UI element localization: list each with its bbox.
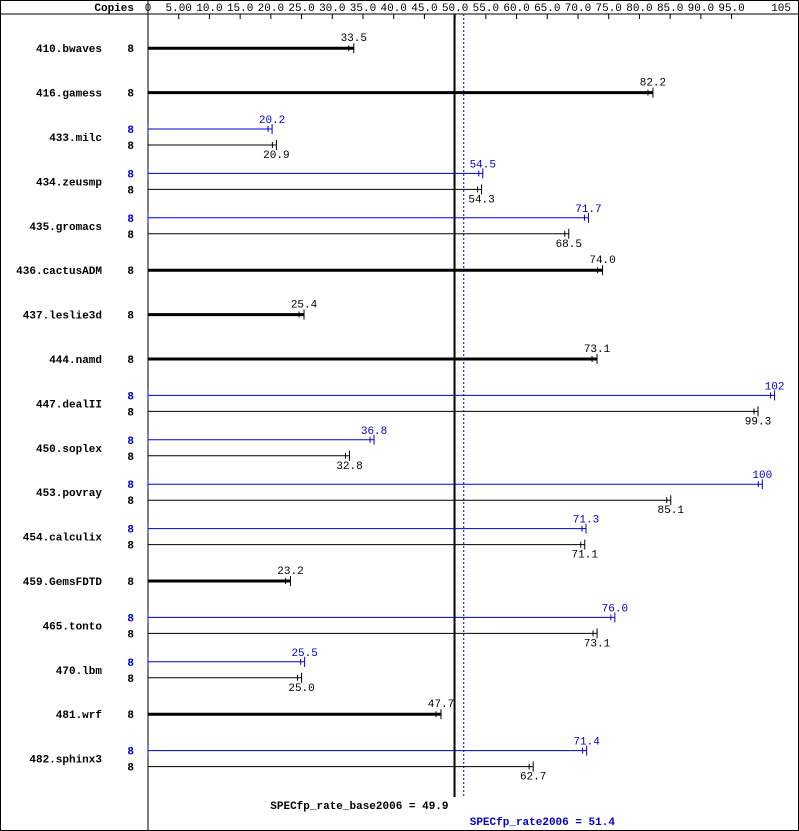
benchmark-name: 436.cactusADM — [16, 266, 102, 278]
benchmark-name: 410.bwaves — [36, 44, 102, 56]
peak-value-label: 100 — [752, 470, 772, 482]
peak-value-label: 54.5 — [470, 159, 496, 171]
axis-tick-label: 20.0 — [258, 3, 284, 15]
base-value-label: 68.5 — [556, 239, 582, 251]
peak-value-label: 76.0 — [602, 603, 628, 615]
axis-tick-label: 15.0 — [227, 3, 253, 15]
axis-end-label: 105 — [771, 3, 791, 15]
axis-tick-label: 10.0 — [196, 3, 222, 15]
benchmark-name: 454.calculix — [23, 533, 103, 545]
base-value-label: 25.4 — [291, 300, 318, 312]
axis-tick-label: 90.0 — [688, 3, 714, 15]
benchmark-name: 435.gromacs — [29, 222, 102, 234]
axis-tick-label: 55.0 — [473, 3, 499, 15]
copies-peak: 8 — [127, 436, 134, 448]
base-value-label: 62.7 — [520, 772, 546, 784]
axis-tick-label: 70.0 — [565, 3, 591, 15]
copies-peak: 8 — [127, 613, 134, 625]
axis-tick-label: 25.0 — [288, 3, 314, 15]
benchmark-name: 481.wrf — [56, 710, 103, 722]
peak-value-label: 71.4 — [573, 737, 600, 749]
base-value-label: 99.3 — [745, 416, 771, 428]
copies-base: 8 — [127, 311, 134, 323]
copies-base: 8 — [127, 355, 134, 367]
copies-base: 8 — [127, 230, 134, 242]
benchmark-name: 416.gamess — [36, 89, 102, 101]
spec-rate-chart: Copies 0 5.00 10.0 15.0 20.0 25.0 30.0 35.0 40.0 4… — [0, 0, 799, 831]
axis-tick-label: 40.0 — [381, 3, 407, 15]
copies-base: 8 — [127, 407, 134, 419]
base-value-label: 33.5 — [341, 33, 367, 45]
base-value-label: 71.1 — [572, 550, 599, 562]
benchmark-name: 482.sphinx3 — [29, 755, 102, 767]
copies-peak: 8 — [127, 480, 134, 492]
copies-header: Copies — [94, 3, 134, 15]
copies-peak: 8 — [127, 525, 134, 537]
copies-base: 8 — [127, 541, 134, 553]
axis-tick-label: 5.00 — [166, 3, 192, 15]
peak-value-label: 20.2 — [259, 115, 285, 127]
benchmark-name: 453.povray — [36, 488, 102, 500]
axis-tick-label: 50.0 — [442, 3, 468, 15]
benchmark-name: 444.namd — [49, 355, 102, 367]
copies-peak: 8 — [127, 658, 134, 670]
peak-value-label: 25.5 — [291, 648, 317, 660]
axis-tick-label: 45.0 — [411, 3, 437, 15]
base-value-label: 82.2 — [640, 78, 666, 90]
copies-peak: 8 — [127, 391, 134, 403]
axis-tick-label: 80.0 — [626, 3, 652, 15]
benchmark-name: 465.tonto — [43, 621, 103, 633]
copies-base: 8 — [127, 266, 134, 278]
benchmark-name: 433.milc — [49, 133, 102, 145]
benchmark-name: 450.soplex — [36, 444, 102, 456]
axis-tick-label: 0 — [145, 3, 152, 15]
axis-tick-label: 95.0 — [718, 3, 744, 15]
copies-base: 8 — [127, 710, 134, 722]
base-value-label: 47.7 — [428, 699, 454, 711]
copies-peak: 8 — [127, 747, 134, 759]
peak-value-label: 36.8 — [361, 426, 387, 438]
base-value-label: 23.2 — [277, 566, 303, 578]
benchmark-name: 447.dealII — [36, 399, 102, 411]
copies-base: 8 — [127, 44, 134, 56]
benchmark-name: 437.leslie3d — [23, 311, 102, 323]
copies-peak: 8 — [127, 214, 134, 226]
base-value-label: 25.0 — [288, 683, 314, 695]
base-value-label: 73.1 — [584, 638, 611, 650]
base-value-label: 32.8 — [336, 461, 362, 473]
copies-base: 8 — [127, 141, 134, 153]
copies-base: 8 — [127, 496, 134, 508]
axis-tick-label: 30.0 — [319, 3, 345, 15]
copies-base: 8 — [127, 629, 134, 641]
peak-value-label: 102 — [765, 381, 785, 393]
base-value-label: 20.9 — [263, 150, 289, 162]
axis-tick-label: 85.0 — [657, 3, 683, 15]
peak-value-label: 71.3 — [573, 515, 599, 527]
copies-base: 8 — [127, 452, 134, 464]
axis-tick-label: 35.0 — [350, 3, 376, 15]
copies-base: 8 — [127, 674, 134, 686]
copies-base: 8 — [127, 89, 134, 101]
benchmark-name: 434.zeusmp — [36, 177, 102, 189]
axis-tick-label: 60.0 — [503, 3, 529, 15]
chart-border — [1, 1, 799, 831]
copies-base: 8 — [127, 763, 134, 775]
overall-base-label: SPECfp_rate_base2006 = 49.9 — [270, 801, 448, 813]
axis-tick-label: 65.0 — [534, 3, 560, 15]
base-value-label: 74.0 — [589, 255, 615, 267]
copies-peak: 8 — [127, 125, 134, 137]
base-value-label: 54.3 — [468, 194, 494, 206]
base-value-label: 85.1 — [658, 505, 685, 517]
copies-base: 8 — [127, 185, 134, 197]
overall-peak-label: SPECfp_rate2006 = 51.4 — [470, 817, 616, 829]
copies-base: 8 — [127, 577, 134, 589]
benchmark-name: 470.lbm — [56, 666, 103, 678]
copies-peak: 8 — [127, 169, 134, 181]
axis-tick-label: 75.0 — [596, 3, 622, 15]
peak-value-label: 71.7 — [575, 204, 601, 216]
benchmark-name: 459.GemsFDTD — [23, 577, 103, 589]
base-value-label: 73.1 — [584, 344, 611, 356]
